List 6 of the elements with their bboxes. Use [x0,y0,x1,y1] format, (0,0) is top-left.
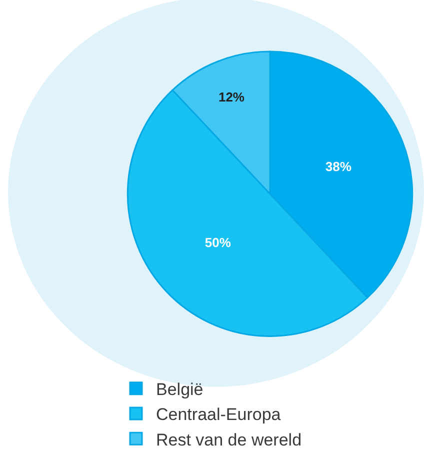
legend-label: Centraal-Europa [156,405,282,424]
legend-label: België [156,380,204,400]
data-label: 38% [325,159,352,174]
data-label: 12% [218,90,245,105]
legend-label: Rest van de wereld [156,430,302,450]
data-label: 50% [204,235,232,250]
